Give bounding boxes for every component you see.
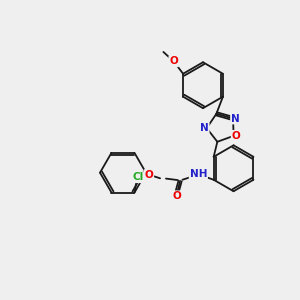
Text: NH: NH xyxy=(190,169,207,179)
Text: N: N xyxy=(200,123,209,133)
Text: O: O xyxy=(232,131,240,141)
Text: O: O xyxy=(145,170,153,180)
Text: N: N xyxy=(231,114,240,124)
Text: O: O xyxy=(169,56,178,66)
Text: O: O xyxy=(172,191,181,201)
Text: Cl: Cl xyxy=(132,172,144,182)
